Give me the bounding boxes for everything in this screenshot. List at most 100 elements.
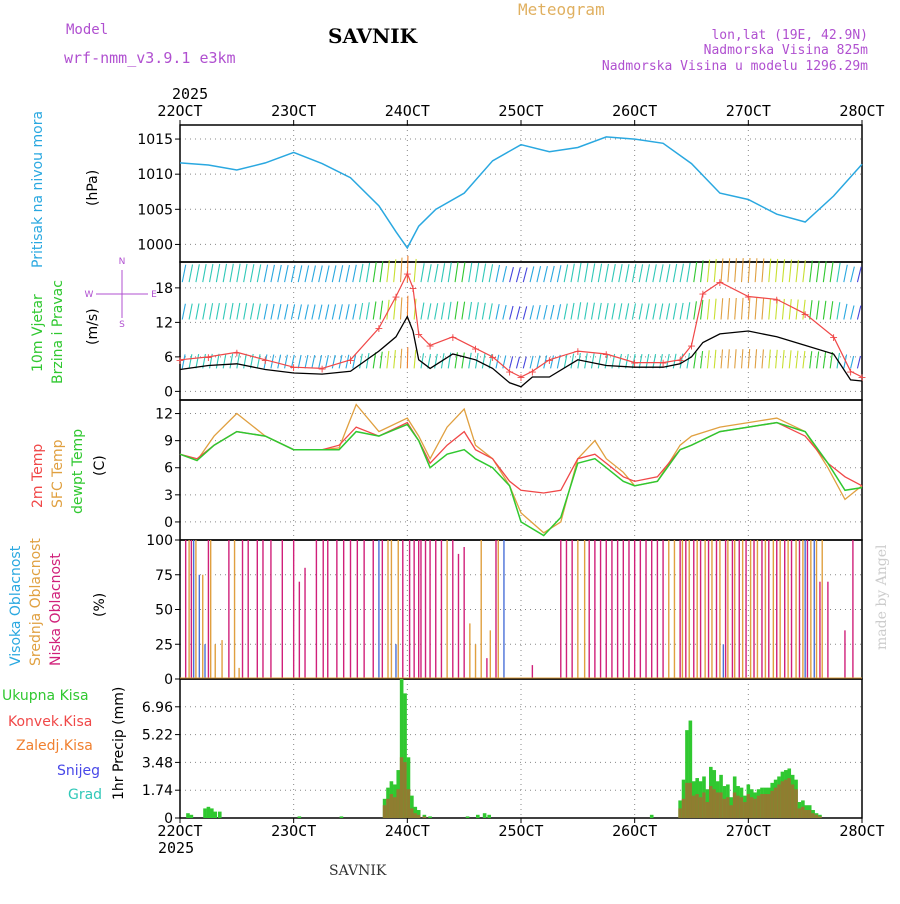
wind-arrow — [373, 262, 376, 282]
product-title: Meteogram — [518, 0, 605, 19]
y-tick-label: 12 — [155, 315, 173, 331]
wind-arrow — [482, 303, 485, 320]
wind-arrow — [312, 355, 315, 368]
x-tick-label-top: 24OCT — [385, 102, 430, 120]
wind-arrow — [707, 260, 709, 283]
y-tick-label: 75 — [155, 568, 173, 584]
y-tick-label: 3.48 — [142, 755, 173, 771]
wind-arrow — [353, 265, 356, 282]
wind-arrow — [523, 357, 526, 369]
wind-gust-marker: + — [391, 291, 400, 304]
wind-arrow — [653, 264, 656, 282]
wind-arrow — [694, 301, 697, 319]
wind-gust-marker: + — [698, 288, 707, 301]
wind-arrow — [189, 264, 192, 282]
wind-arrow — [585, 302, 588, 319]
wind-arrow — [571, 303, 574, 320]
wind-arrow — [810, 300, 812, 319]
wind-arrow — [387, 260, 389, 282]
y-tick-label: 9 — [164, 434, 173, 450]
year-label-bottom: 2025 — [158, 839, 194, 857]
wind-arrow — [285, 304, 288, 319]
conv-precip-bar — [781, 781, 785, 818]
conv-precip-bar — [678, 808, 682, 818]
wind-unit: (m/s) — [85, 308, 101, 345]
wind-arrow — [360, 264, 363, 282]
wind-arrow — [564, 264, 567, 282]
watermark: made by Angel — [874, 544, 890, 650]
wind-arrow — [830, 301, 833, 319]
wind-arrow — [803, 260, 805, 282]
wind-arrow — [598, 303, 601, 320]
wind-arrow — [591, 353, 594, 368]
wind-arrow — [421, 353, 424, 368]
wind-arrow — [380, 301, 382, 320]
wind-gust-marker: + — [471, 342, 480, 355]
wind-arrow — [666, 264, 669, 282]
wind-arrow — [489, 303, 492, 319]
conv-precip-bar — [410, 808, 414, 818]
conv-precip-bar — [400, 757, 404, 818]
wind-arrow — [462, 302, 465, 320]
wind-gust-marker: + — [857, 371, 866, 384]
conv-precip-bar — [808, 810, 812, 818]
y-tick-label: 12 — [155, 407, 173, 423]
x-tick-label-top: 25OCT — [498, 102, 543, 120]
low-cloud-ylabel: Niska Oblacnost — [48, 553, 64, 666]
precip-ylabel: 1hr Precip (mm) — [111, 687, 127, 800]
wind-arrow — [503, 305, 506, 319]
conv-precip-bar — [791, 784, 795, 818]
wind-arrow — [360, 303, 363, 319]
wind-arrow — [257, 354, 260, 368]
y-tick-label: 0 — [164, 515, 173, 531]
wind-arrow — [660, 264, 663, 282]
conv-precip-bar — [682, 799, 686, 818]
wind-arrow — [305, 304, 308, 319]
wind-gust-marker: + — [516, 371, 525, 384]
wind-arrow — [516, 306, 519, 319]
wind-gust-marker: + — [505, 365, 514, 378]
wind-arrow — [694, 352, 696, 368]
wind-arrow — [298, 355, 301, 368]
x-tick-label-bottom: 22OCT — [157, 822, 202, 840]
wind-gust-marker: + — [829, 331, 838, 344]
wind-arrow — [428, 303, 431, 319]
conv-precip-bar — [818, 816, 822, 818]
temp-unit: (C) — [92, 455, 108, 476]
wind-arrow — [673, 264, 676, 282]
wind-ylabel-2: Brzina i Pravac — [50, 280, 66, 384]
wind-arrow — [210, 303, 213, 319]
wind-arrow — [339, 265, 343, 282]
wind-arrow — [271, 265, 275, 282]
x-tick-label-top: 23OCT — [271, 102, 316, 120]
wind-arrow — [189, 304, 192, 320]
y-tick-label: 6.96 — [142, 700, 173, 716]
wind-arrow — [714, 350, 716, 369]
wind-arrow — [844, 304, 847, 320]
y-tick-label: 6 — [164, 461, 173, 477]
conv-precip-bar — [403, 762, 407, 818]
wind-arrow — [216, 303, 219, 319]
wind-arrow — [394, 350, 396, 368]
wind-arrow — [203, 303, 206, 319]
temp2m-ylabel: 2m Temp — [30, 444, 46, 508]
conv-precip-bar — [719, 792, 723, 818]
total-precip-bar — [340, 816, 344, 818]
wind-arrow — [851, 267, 855, 283]
wind-arrow — [312, 265, 316, 282]
wind-arrow — [523, 306, 526, 319]
model-name: wrf-nmm_v3.9.1 e3km — [64, 49, 236, 67]
model-label: Model — [66, 22, 108, 38]
wind-arrow — [714, 299, 716, 320]
conv-precip-bar — [777, 784, 781, 818]
wind-arrow — [482, 264, 485, 283]
wind-arrow — [571, 264, 574, 282]
wind-arrow — [776, 350, 778, 369]
y-tick-label: 1010 — [137, 167, 173, 183]
wind-arrow — [523, 267, 527, 282]
model-altitude-label: Nadmorska Visina u modelu 1296.29m — [602, 59, 868, 74]
wind-arrow — [210, 264, 213, 282]
wind-arrow — [353, 304, 356, 320]
wind-arrow — [796, 260, 798, 282]
wind-arrow — [455, 301, 458, 319]
